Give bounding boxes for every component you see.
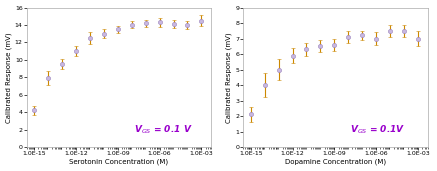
X-axis label: Serotonin Concentration (M): Serotonin Concentration (M): [69, 159, 169, 166]
Y-axis label: Calibrated Response (mV): Calibrated Response (mV): [6, 32, 12, 123]
Text: V$_{GS}$ = 0.1 V: V$_{GS}$ = 0.1 V: [134, 123, 192, 136]
X-axis label: Dopamine Concentration (M): Dopamine Concentration (M): [285, 159, 386, 166]
Text: V$_{GS}$ = 0.1V: V$_{GS}$ = 0.1V: [350, 123, 406, 136]
Y-axis label: Calibrated Response (mV): Calibrated Response (mV): [226, 32, 232, 123]
